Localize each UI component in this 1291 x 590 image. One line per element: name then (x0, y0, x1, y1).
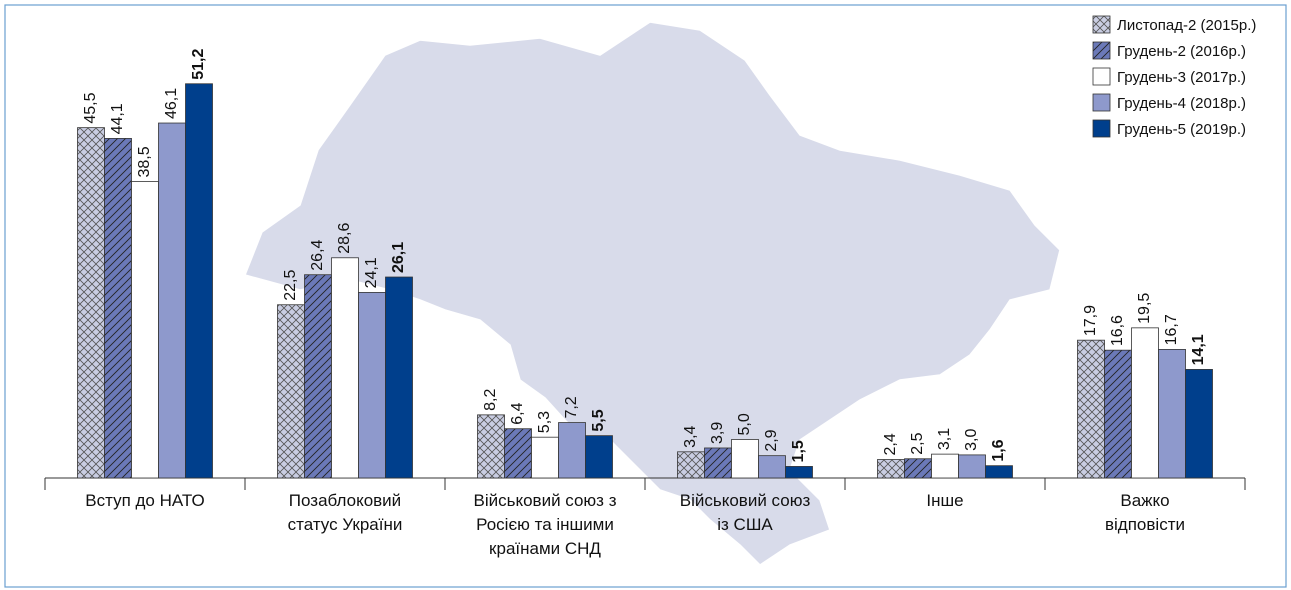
value-label: 3,0 (963, 429, 980, 451)
bar (985, 465, 1013, 479)
x-tick-label: Важко відповісти (1105, 491, 1185, 534)
x-tick-label-line: Вступ до НАТО (85, 491, 204, 510)
bar (585, 435, 613, 479)
x-tick-label-line: відповісти (1105, 515, 1185, 534)
bar (385, 276, 413, 479)
value-label: 16,7 (1163, 314, 1180, 345)
bar (158, 122, 186, 479)
value-label: 5,5 (590, 409, 607, 431)
bar (677, 451, 705, 479)
bar (1185, 369, 1213, 479)
bar (1077, 339, 1105, 479)
x-tick-label-line: Військовий союз з (473, 491, 616, 510)
legend-label: Грудень-4 (2018р.) (1117, 95, 1246, 112)
x-tick-label: Інше (926, 491, 963, 510)
value-label: 46,1 (163, 88, 180, 119)
x-tick-label-line: Військовий союз (680, 491, 811, 510)
value-label: 24,1 (363, 257, 380, 288)
legend-label: Грудень-5 (2019р.) (1117, 121, 1246, 138)
bar (331, 257, 359, 479)
value-label: 2,5 (909, 432, 926, 454)
bar (704, 447, 732, 479)
value-label: 26,1 (390, 242, 407, 273)
legend-swatch (1092, 67, 1111, 86)
value-label: 16,6 (1109, 315, 1126, 346)
value-label: 38,5 (136, 146, 153, 177)
x-tick-label: Військовий союз з Росією та іншими країнам… (473, 491, 616, 558)
value-label: 22,5 (282, 270, 299, 301)
bar (731, 439, 759, 479)
map-background (243, 21, 1061, 566)
value-label: 3,1 (936, 428, 953, 450)
legend-label: Грудень-3 (2017р.) (1117, 69, 1246, 86)
value-label: 3,9 (709, 422, 726, 444)
x-tick-label: Вступ до НАТО (85, 491, 204, 510)
bar (77, 127, 105, 479)
bar (131, 181, 159, 479)
bar (504, 428, 532, 479)
value-label: 28,6 (336, 223, 353, 254)
value-label: 5,0 (736, 413, 753, 435)
value-label: 1,6 (990, 439, 1007, 461)
x-tick-label-line: Інше (926, 491, 963, 510)
x-tick-label-line: країнами СНД (489, 539, 601, 558)
value-label: 19,5 (1136, 293, 1153, 324)
bar (1131, 327, 1159, 479)
value-label: 14,1 (1190, 334, 1207, 365)
bar (1104, 349, 1132, 479)
bar (185, 83, 213, 479)
legend-swatch (1092, 119, 1111, 138)
bar (877, 459, 905, 479)
bar (477, 414, 505, 479)
legend-label: Грудень-2 (2016р.) (1117, 43, 1246, 60)
value-label: 2,9 (763, 429, 780, 451)
bar (1158, 349, 1186, 479)
bar (758, 455, 786, 479)
value-label: 5,3 (536, 411, 553, 433)
bar (304, 274, 332, 479)
x-tick-label-line: Росією та іншими (476, 515, 614, 534)
value-label: 2,4 (882, 433, 899, 455)
value-label: 3,4 (682, 425, 699, 447)
x-tick-label-line: Важко (1120, 491, 1169, 510)
value-label: 26,4 (309, 239, 326, 270)
bar (958, 454, 986, 479)
x-tick-label: Позаблоковий статус України (288, 491, 403, 534)
value-label: 51,2 (190, 49, 207, 80)
value-label: 6,4 (509, 402, 526, 424)
value-label: 8,2 (482, 389, 499, 411)
value-label: 7,2 (563, 396, 580, 418)
legend-swatch (1092, 93, 1111, 112)
x-tick-label-line: із США (717, 515, 773, 534)
value-label: 1,5 (790, 440, 807, 462)
x-tick-label: Військовий союз із США (680, 491, 811, 534)
value-label: 45,5 (82, 92, 99, 123)
bar (531, 436, 559, 479)
bar (277, 304, 305, 479)
bar (558, 422, 586, 479)
bar (904, 458, 932, 479)
legend-label: Листопад-2 (2015р.) (1117, 17, 1256, 34)
legend-swatch (1092, 15, 1111, 34)
value-label: 17,9 (1082, 305, 1099, 336)
bar (931, 453, 959, 479)
bar (358, 292, 386, 479)
value-label: 44,1 (109, 103, 126, 134)
x-tick-label-line: статус України (288, 515, 403, 534)
bar (785, 466, 813, 479)
bar (104, 138, 132, 479)
legend-swatch (1092, 41, 1111, 60)
x-tick-label-line: Позаблоковий (289, 491, 401, 510)
